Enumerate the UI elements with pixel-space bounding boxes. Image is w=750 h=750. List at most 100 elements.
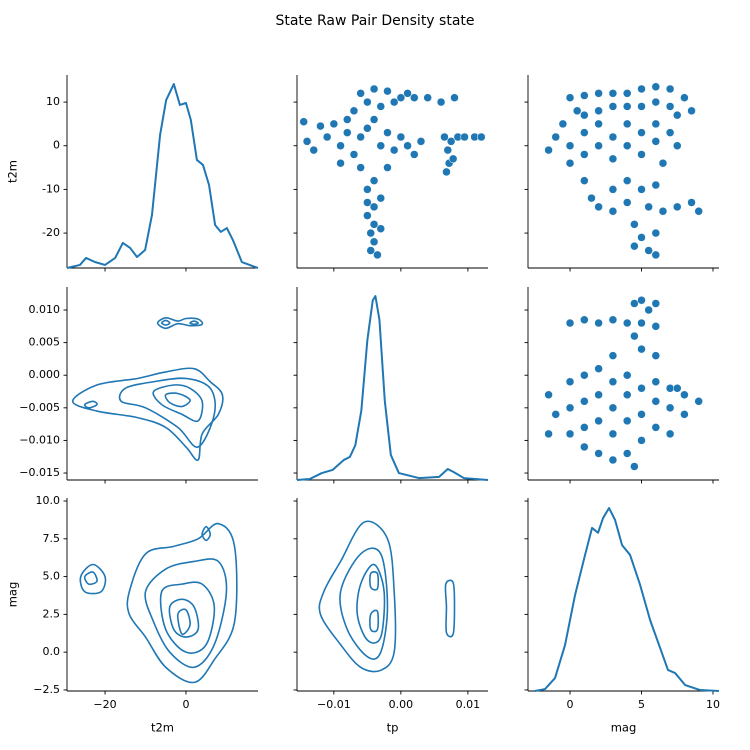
scatter-point	[630, 299, 639, 308]
y-tick-label: −0.005	[19, 401, 60, 414]
scatter-point	[630, 331, 639, 341]
contour-line	[156, 317, 204, 330]
scatter-point	[680, 390, 689, 400]
x-axis-label: tp	[387, 721, 399, 735]
scatter-point	[383, 128, 392, 137]
x-tick-label: −20	[93, 698, 116, 711]
scatter-point	[651, 97, 661, 107]
scatter-point	[665, 384, 675, 393]
scatter-point	[608, 102, 618, 111]
scatter-point	[450, 93, 459, 102]
scatter-point	[658, 158, 668, 168]
scatter-point	[383, 163, 392, 172]
scatter-point	[363, 198, 372, 207]
scatter-point	[403, 141, 412, 150]
scatter-point	[651, 377, 661, 386]
scatter-point	[644, 305, 653, 315]
x-tick-label: 0.01	[456, 698, 481, 711]
figure-title: State Raw Pair Density state	[275, 13, 474, 29]
scatter-point	[665, 403, 675, 413]
y-tick-label: 0.0	[43, 645, 61, 658]
scatter-point	[651, 119, 661, 129]
scatter-point	[580, 442, 589, 452]
scatter-point	[389, 145, 399, 155]
scatter-point	[665, 102, 675, 111]
scatter-point	[376, 102, 386, 111]
scatter-point	[440, 132, 449, 142]
scatter-point	[594, 390, 603, 400]
scatter-point	[644, 202, 653, 212]
scatter-point	[299, 117, 308, 126]
scatter-point	[448, 154, 458, 164]
scatter-point	[651, 397, 661, 406]
scatter-point	[622, 370, 632, 380]
scatter-point	[366, 246, 375, 255]
scatter-point	[594, 119, 603, 129]
contour-line	[79, 563, 107, 595]
contour-line	[83, 571, 98, 586]
scatter-point	[651, 137, 661, 146]
scatter-point	[608, 315, 618, 325]
scatter-point	[622, 390, 632, 400]
scatter-point	[680, 410, 689, 419]
scatter-point	[644, 246, 653, 255]
scatter-point	[694, 206, 703, 216]
scatter-point	[608, 403, 618, 413]
scatter-point	[651, 322, 661, 331]
scatter-point	[565, 93, 575, 102]
scatter-point	[580, 176, 589, 185]
scatter-point	[637, 150, 646, 159]
scatter-point	[376, 224, 386, 233]
y-tick-label: −0.010	[19, 433, 60, 446]
scatter-point	[594, 141, 603, 150]
scatter-point	[608, 154, 618, 164]
scatter-point	[580, 423, 589, 432]
scatter-point	[622, 318, 632, 328]
contour-line	[318, 520, 397, 673]
scatter-point	[396, 93, 406, 102]
scatter-point	[565, 377, 575, 386]
scatter-point	[594, 89, 603, 98]
x-axis-label: mag	[611, 721, 637, 735]
scatter-point	[651, 423, 661, 432]
contour-line	[369, 609, 380, 633]
scatter-point	[544, 429, 553, 439]
scatter-point	[544, 390, 553, 400]
scatter-point	[673, 202, 682, 212]
scatter-point	[665, 128, 675, 137]
scatter-point	[673, 141, 682, 150]
scatter-point	[608, 185, 618, 194]
scatter-point	[565, 158, 575, 168]
density-curve	[534, 507, 719, 692]
scatter-point	[309, 145, 319, 155]
y-tick-label: 2.5	[43, 607, 61, 620]
scatter-point	[673, 110, 682, 120]
scatter-point	[630, 241, 639, 251]
scatter-point	[572, 106, 582, 116]
scatter-point	[336, 141, 345, 150]
scatter-point	[594, 416, 603, 426]
scatter-point	[608, 132, 618, 142]
y-tick-label: −0.015	[19, 466, 60, 479]
scatter-point	[637, 318, 646, 328]
y-tick-label: 0.010	[29, 303, 61, 316]
scatter-point	[356, 163, 365, 172]
x-tick-label: −0.01	[317, 698, 351, 711]
scatter-point	[349, 106, 359, 116]
y-tick-label: 7.5	[43, 532, 61, 545]
scatter-point	[356, 132, 365, 142]
scatter-point	[349, 150, 359, 159]
scatter-point	[594, 318, 603, 328]
scatter-point	[622, 102, 632, 111]
scatter-point	[594, 449, 603, 458]
scatter-point	[594, 106, 603, 116]
scatter-point	[396, 132, 406, 142]
scatter-point	[369, 202, 379, 212]
density-curve	[66, 83, 259, 269]
scatter-point	[587, 193, 596, 203]
scatter-point	[594, 202, 603, 212]
contour-line	[201, 525, 212, 542]
scatter-point	[658, 206, 668, 216]
scatter-point	[544, 145, 553, 155]
